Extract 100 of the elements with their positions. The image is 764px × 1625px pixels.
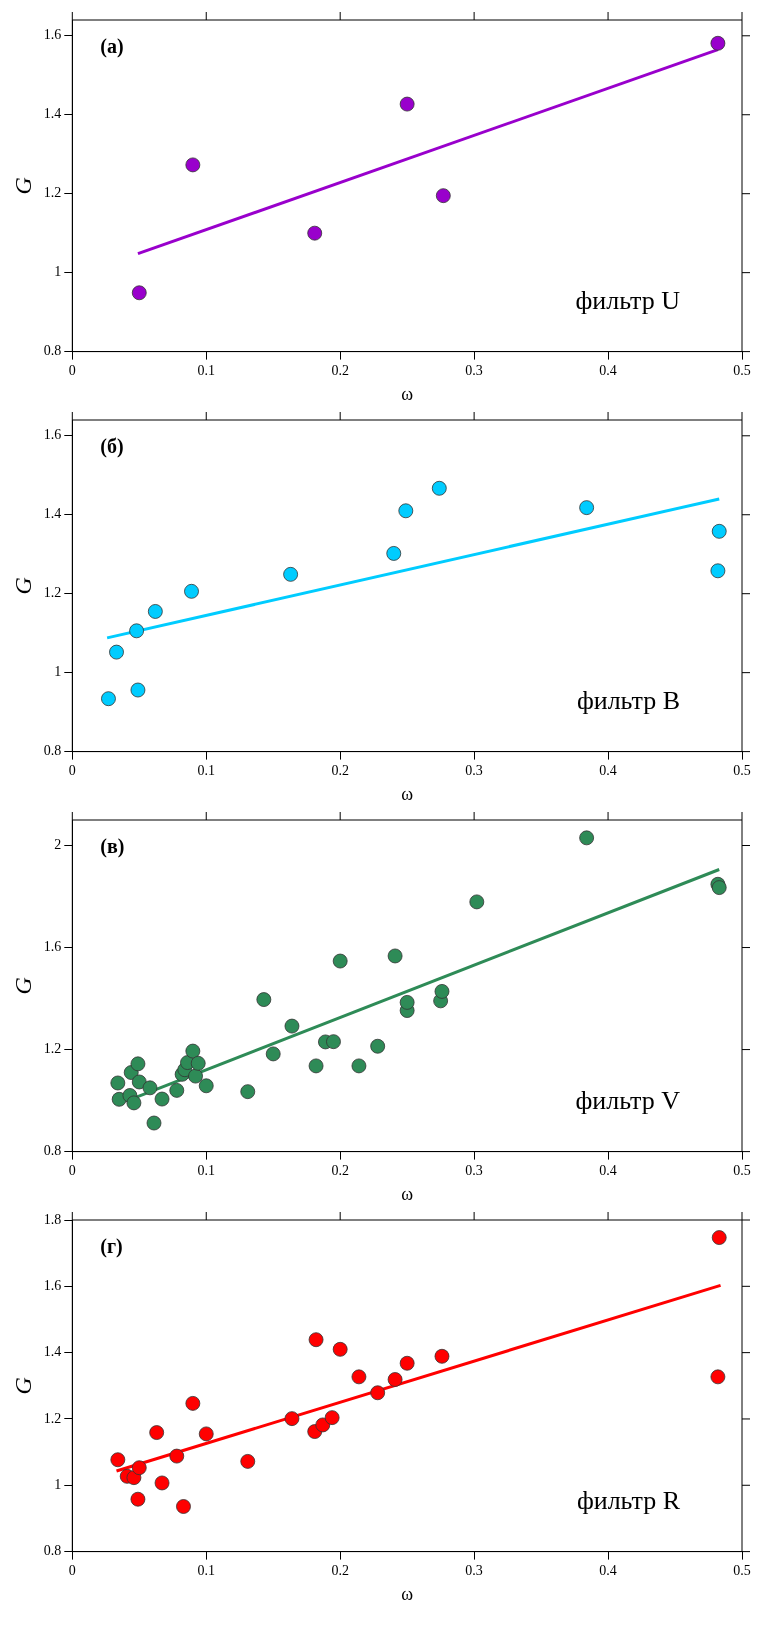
point [711, 523, 727, 539]
point [169, 1448, 185, 1464]
y-axis-title: G [9, 977, 36, 995]
point [185, 1043, 201, 1059]
point [188, 1068, 203, 1084]
x-tick-label: 0.2 [331, 762, 349, 778]
y-tick-label: 1.8 [43, 1211, 62, 1227]
point [109, 644, 124, 660]
point [308, 1332, 324, 1348]
point [399, 994, 415, 1010]
point [256, 992, 272, 1007]
y-axis-title: G [9, 577, 36, 595]
point [387, 948, 403, 964]
point [184, 583, 199, 599]
point [190, 1055, 206, 1071]
point [129, 623, 144, 639]
x-tick-label: 0.4 [599, 762, 617, 778]
x-tick-label: 0.5 [733, 362, 751, 378]
y-axis-title: G [9, 177, 36, 195]
point [198, 1078, 214, 1094]
x-tick-label: 0.4 [599, 1162, 617, 1178]
annotation: (а) [100, 35, 124, 59]
y-tick-label: 0.8 [43, 743, 62, 759]
x-tick-label: 0.3 [465, 1562, 483, 1578]
x-tick-label: 0.1 [197, 362, 215, 378]
y-tick-label: 1.6 [43, 939, 62, 955]
x-axis-title: ω [401, 1183, 414, 1204]
x-tick-label: 0 [68, 762, 76, 778]
point [130, 1491, 146, 1507]
point [126, 1095, 142, 1111]
y-tick-label: 1 [54, 1476, 62, 1492]
y-tick-label: 1.6 [43, 1277, 62, 1293]
point [351, 1369, 367, 1385]
point [284, 1018, 300, 1034]
point [154, 1475, 170, 1491]
annotation: фильтр R [576, 1486, 681, 1516]
point [308, 1058, 324, 1074]
y-tick-label: 1 [54, 264, 62, 280]
x-tick-label: 0.3 [465, 362, 483, 378]
x-tick-label: 0.1 [197, 1162, 215, 1178]
y-axis-title: G [9, 1377, 36, 1395]
x-tick-label: 0.5 [733, 1162, 751, 1178]
point [284, 1411, 300, 1427]
point [469, 894, 485, 910]
point [198, 1426, 214, 1442]
point [130, 1056, 146, 1072]
point [370, 1385, 386, 1401]
x-axis-title: ω [401, 383, 414, 404]
y-tick-label: 1.2 [43, 185, 62, 201]
point [386, 546, 402, 561]
x-tick-label: 0.1 [197, 762, 215, 778]
point [307, 225, 323, 241]
x-axis-title: ω [401, 1583, 414, 1604]
x-tick-label: 0.5 [733, 1562, 751, 1578]
y-tick-label: 1.4 [43, 106, 62, 122]
point [265, 1046, 281, 1062]
point [387, 1372, 403, 1387]
point [434, 984, 450, 999]
point [399, 96, 415, 112]
x-tick-label: 0.3 [465, 762, 483, 778]
point [431, 480, 447, 496]
point [240, 1084, 256, 1100]
annotation: фильтр U [575, 286, 681, 316]
point [434, 1348, 450, 1364]
point [324, 1410, 340, 1426]
point [351, 1058, 367, 1074]
y-tick-label: 0.8 [43, 1143, 62, 1159]
x-tick-label: 0.5 [733, 762, 751, 778]
annotation: фильтр B [576, 686, 680, 716]
point [326, 1034, 341, 1050]
y-tick-label: 0.8 [43, 343, 62, 359]
x-tick-label: 0 [68, 362, 76, 378]
point [185, 1395, 201, 1411]
point [332, 1341, 348, 1357]
x-tick-label: 0 [68, 1562, 76, 1578]
point [579, 500, 595, 516]
point [142, 1080, 158, 1096]
point [110, 1075, 126, 1091]
point [710, 1369, 726, 1385]
y-tick-label: 1.2 [43, 1041, 62, 1057]
point [147, 604, 163, 619]
point [146, 1115, 162, 1131]
point [154, 1091, 170, 1107]
point [711, 880, 727, 895]
x-tick-label: 0.4 [599, 1562, 617, 1578]
y-tick-label: 1 [54, 664, 62, 680]
x-tick-label: 0.2 [331, 1562, 349, 1578]
point [283, 566, 299, 582]
point [579, 830, 595, 846]
point [399, 1355, 415, 1371]
annotation: (б) [100, 435, 124, 459]
x-tick-label: 0.3 [465, 1162, 483, 1178]
annotation: фильтр V [575, 1086, 681, 1116]
point [710, 35, 726, 51]
annotation: (г) [100, 1235, 123, 1259]
point [240, 1454, 256, 1469]
point [149, 1425, 165, 1440]
point [370, 1038, 386, 1054]
point [398, 503, 414, 519]
point [131, 1074, 147, 1090]
